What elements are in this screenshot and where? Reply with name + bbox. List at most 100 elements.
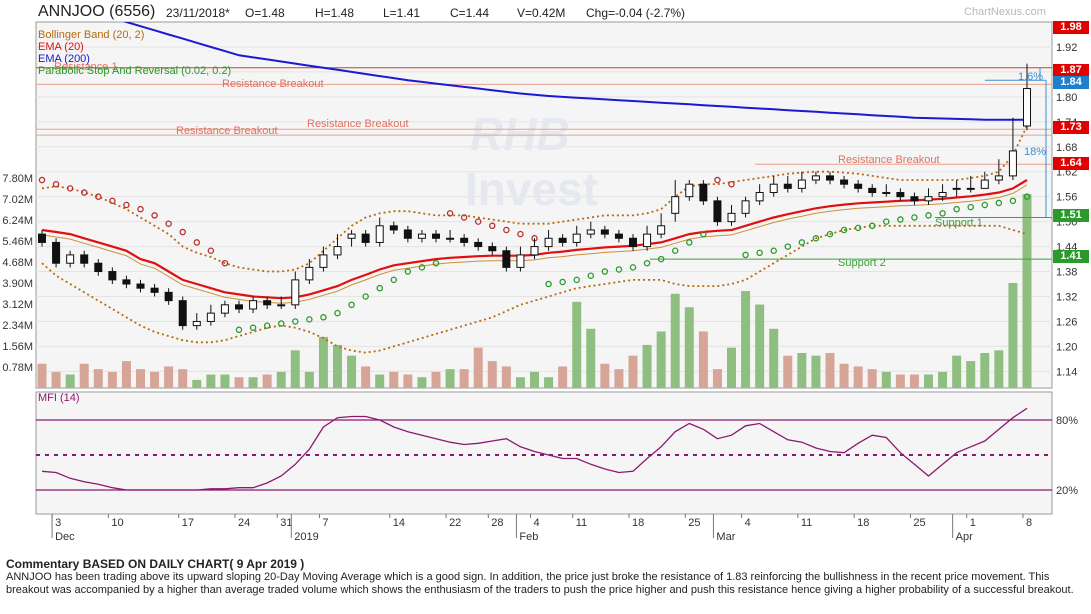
bollinger-middle-band bbox=[41, 184, 1028, 304]
candle-body bbox=[150, 287, 159, 293]
volume-bar bbox=[572, 301, 582, 388]
candle-body bbox=[783, 183, 792, 189]
price-tick-label: 1.56 bbox=[1056, 192, 1077, 204]
candle-body bbox=[1023, 88, 1031, 127]
price-panel bbox=[35, 21, 1053, 389]
volume-bar bbox=[839, 363, 849, 388]
candle-body bbox=[291, 279, 300, 306]
quote-open: O=1.48 bbox=[245, 6, 285, 20]
date-tick-label: 31 bbox=[280, 517, 292, 529]
volume-bar bbox=[417, 377, 427, 388]
candle-body bbox=[432, 233, 440, 239]
date-tick-label: 22 bbox=[449, 517, 461, 529]
month-label: Feb bbox=[519, 531, 538, 543]
psar-dot bbox=[587, 272, 595, 279]
candle-body bbox=[643, 233, 652, 248]
candle-body bbox=[966, 187, 975, 190]
support-1-label: Support 1 bbox=[935, 217, 983, 229]
psar-dot bbox=[306, 316, 313, 323]
volume-tick-label: 3.12M bbox=[2, 299, 33, 311]
volume-bar bbox=[895, 374, 905, 388]
psar-dot bbox=[376, 284, 383, 292]
volume-bar bbox=[783, 355, 793, 388]
volume-bar bbox=[909, 374, 919, 388]
quote-low: L=1.41 bbox=[383, 6, 421, 20]
psar-dot bbox=[207, 247, 215, 254]
volume-bar bbox=[333, 344, 342, 388]
psar-dot bbox=[263, 322, 271, 329]
price-tag-141: 1.41 bbox=[1053, 250, 1089, 263]
volume-tick-label: 2.34M bbox=[2, 320, 33, 332]
legend-mfi: MFI (14) bbox=[38, 392, 80, 404]
quote-high: H=1.48 bbox=[315, 6, 355, 20]
volume-bar bbox=[473, 347, 483, 388]
volume-bar bbox=[727, 347, 736, 388]
volume-bar bbox=[445, 369, 455, 388]
quote-change: Chg=-0.04 (-2.7%) bbox=[586, 6, 686, 20]
candle-body bbox=[375, 225, 384, 243]
volume-bar bbox=[347, 355, 357, 388]
volume-bar bbox=[755, 304, 765, 388]
volume-bar bbox=[966, 361, 976, 388]
resistance-breakout-label: Resistance Breakout bbox=[222, 78, 324, 90]
psar-dot bbox=[840, 226, 848, 234]
volume-bar bbox=[403, 374, 413, 388]
candle-body bbox=[572, 233, 581, 243]
candle-body bbox=[558, 237, 567, 243]
volume-bar bbox=[389, 371, 399, 388]
candle-body bbox=[263, 300, 272, 306]
volume-bar bbox=[811, 355, 821, 388]
volume-bar bbox=[881, 371, 891, 388]
psar-dot bbox=[179, 228, 186, 236]
candle-body bbox=[868, 187, 877, 194]
watermark-rhb: RHB bbox=[470, 108, 570, 160]
commentary-panel: Commentary BASED ON DAILY CHART( 9 Apr 2… bbox=[6, 558, 1086, 597]
psar-dot bbox=[362, 293, 369, 300]
price-tick-label: 1.26 bbox=[1056, 316, 1077, 328]
psar-dot bbox=[95, 193, 102, 200]
psar-dot bbox=[643, 259, 651, 267]
mfi-tick-label: 80% bbox=[1056, 415, 1078, 427]
volume-bar bbox=[501, 366, 511, 388]
volume-bar bbox=[220, 374, 230, 388]
candle-body bbox=[586, 229, 595, 235]
month-label: Apr bbox=[956, 531, 973, 543]
volume-bar bbox=[150, 371, 160, 388]
candle-body bbox=[206, 312, 215, 322]
psar-dot bbox=[489, 222, 496, 230]
volume-bar bbox=[797, 353, 807, 388]
candle-body bbox=[66, 254, 75, 264]
psar-dot bbox=[826, 230, 834, 238]
volume-bar bbox=[684, 307, 694, 388]
psar-dot bbox=[559, 278, 566, 286]
psar-dot bbox=[38, 176, 46, 184]
psar-dot bbox=[320, 314, 327, 321]
candle-body bbox=[474, 241, 483, 248]
volume-bar bbox=[93, 369, 103, 388]
psar-dot bbox=[728, 180, 735, 188]
psar-dot bbox=[629, 264, 637, 271]
legend-ema20: EMA (20) bbox=[38, 41, 84, 53]
candle-body bbox=[671, 196, 680, 214]
candle-body bbox=[52, 241, 61, 264]
volume-bar bbox=[107, 371, 117, 388]
candle-body bbox=[629, 237, 637, 248]
date-tick-label: 24 bbox=[238, 517, 250, 529]
volume-bar bbox=[375, 374, 385, 388]
watermark-invest: Invest bbox=[465, 163, 598, 215]
volume-bar bbox=[867, 369, 877, 388]
psar-dot bbox=[474, 218, 482, 225]
candle-body bbox=[797, 179, 806, 189]
date-tick-label: 8 bbox=[1026, 517, 1032, 529]
volume-bar bbox=[276, 371, 286, 388]
psar-dot bbox=[390, 276, 398, 284]
psar-dot bbox=[995, 199, 1003, 207]
volume-bar bbox=[487, 361, 497, 388]
volume-bar bbox=[318, 336, 328, 388]
price-tick-label: 1.20 bbox=[1056, 341, 1077, 353]
psar-dot bbox=[615, 266, 623, 273]
price-tick-label: 1.14 bbox=[1056, 366, 1077, 378]
psar-dot bbox=[235, 326, 243, 334]
psar-dot bbox=[742, 251, 749, 259]
